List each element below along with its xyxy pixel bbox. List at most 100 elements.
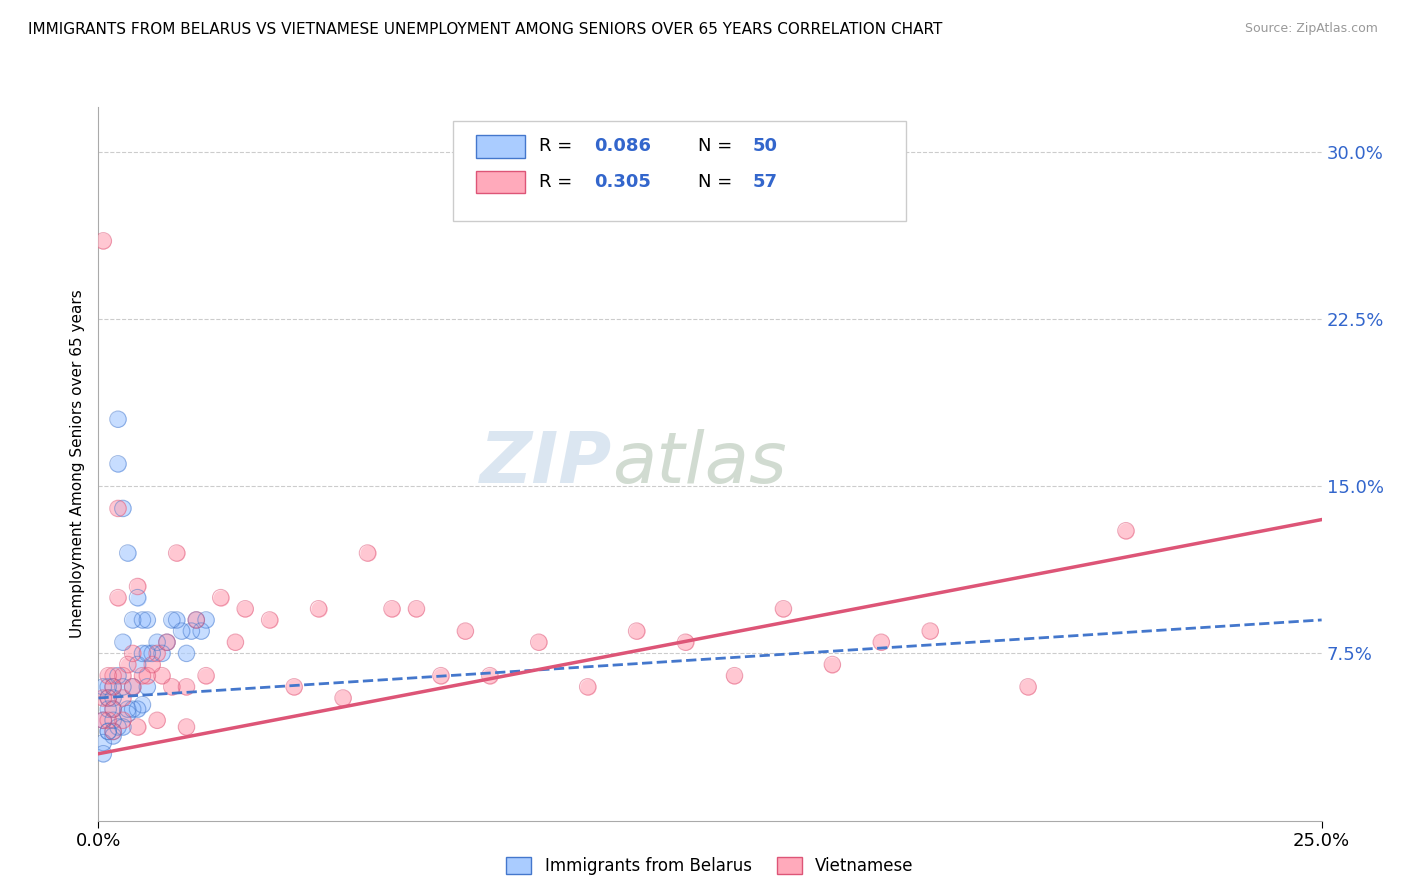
Point <box>101 702 124 716</box>
Point <box>141 657 163 672</box>
Point <box>136 646 159 660</box>
Point <box>160 680 183 694</box>
Point <box>111 635 134 649</box>
Text: R =: R = <box>538 173 578 191</box>
Point <box>136 680 159 694</box>
FancyBboxPatch shape <box>453 121 905 221</box>
Point <box>821 657 844 672</box>
Point <box>107 669 129 683</box>
Point <box>160 613 183 627</box>
Point <box>1115 524 1137 538</box>
Point <box>772 602 794 616</box>
Point <box>209 591 232 605</box>
Point <box>166 613 188 627</box>
Point <box>150 669 173 683</box>
Point <box>111 720 134 734</box>
Point <box>121 680 143 694</box>
Point <box>127 591 149 605</box>
Point <box>97 724 120 739</box>
Point <box>430 669 453 683</box>
Point <box>176 680 198 694</box>
Point <box>121 680 143 694</box>
Point <box>101 724 124 739</box>
Point <box>176 646 198 660</box>
Point <box>107 501 129 516</box>
Point <box>160 613 183 627</box>
Point <box>101 680 124 694</box>
Point <box>166 613 188 627</box>
Point <box>127 657 149 672</box>
Point <box>121 646 143 660</box>
Point <box>131 646 153 660</box>
Point <box>131 646 153 660</box>
Point <box>186 613 208 627</box>
Point <box>111 720 134 734</box>
Point <box>723 669 745 683</box>
Point <box>111 669 134 683</box>
Point <box>91 735 114 749</box>
Point <box>117 706 139 721</box>
Point <box>141 646 163 660</box>
Point <box>146 646 169 660</box>
Point <box>121 702 143 716</box>
Point <box>454 624 477 639</box>
Point <box>283 680 305 694</box>
Point <box>117 702 139 716</box>
Point <box>101 669 124 683</box>
Text: 0.086: 0.086 <box>593 137 651 155</box>
Point <box>146 714 169 728</box>
Text: ZIP: ZIP <box>479 429 612 499</box>
Point <box>117 657 139 672</box>
Point <box>195 669 218 683</box>
Point <box>91 747 114 761</box>
Point <box>176 646 198 660</box>
Point <box>97 690 120 705</box>
Point <box>233 602 256 616</box>
Point <box>170 624 193 639</box>
Point <box>224 635 246 649</box>
Point <box>101 714 124 728</box>
Point <box>127 702 149 716</box>
Point <box>101 702 124 716</box>
Point <box>121 613 143 627</box>
Point <box>259 613 281 627</box>
Point <box>101 729 124 743</box>
Point <box>131 669 153 683</box>
Point <box>170 624 193 639</box>
Point <box>131 698 153 712</box>
Point <box>381 602 404 616</box>
Point <box>107 412 129 426</box>
Point <box>146 646 169 660</box>
Point <box>136 669 159 683</box>
Point <box>527 635 550 649</box>
Point <box>186 613 208 627</box>
Point <box>1017 680 1039 694</box>
Point <box>195 613 218 627</box>
Point <box>97 680 120 694</box>
Point <box>121 702 143 716</box>
Point <box>117 546 139 560</box>
Text: N =: N = <box>697 137 738 155</box>
Point <box>111 501 134 516</box>
Point <box>111 635 134 649</box>
Point <box>356 546 378 560</box>
Point <box>576 680 599 694</box>
Point <box>111 714 134 728</box>
Point <box>101 669 124 683</box>
Point <box>111 680 134 694</box>
Point <box>107 720 129 734</box>
Point <box>675 635 697 649</box>
Point <box>146 635 169 649</box>
Point <box>107 669 129 683</box>
Point <box>101 690 124 705</box>
Point <box>101 702 124 716</box>
Point <box>91 714 114 728</box>
Point <box>91 714 114 728</box>
Point <box>146 635 169 649</box>
Point <box>121 680 143 694</box>
Point <box>107 412 129 426</box>
Point <box>150 646 173 660</box>
Point <box>283 680 305 694</box>
Point <box>107 457 129 471</box>
Point <box>101 729 124 743</box>
